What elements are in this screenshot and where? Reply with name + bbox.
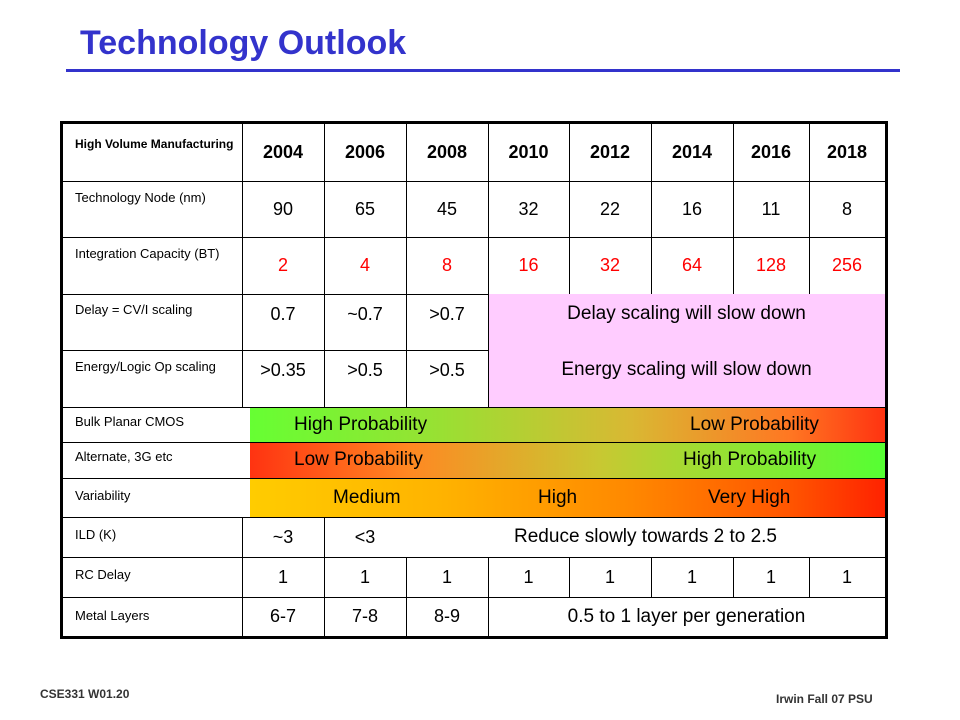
integration-cell: 16 (518, 255, 539, 275)
row-divider (63, 557, 885, 558)
integration-cell: 128 (755, 255, 787, 275)
column-divider (569, 557, 570, 597)
year-cell: 2010 (508, 142, 549, 162)
row-divider (63, 407, 885, 408)
energy-cell: >0.5 (347, 359, 383, 380)
energy-span: Energy scaling will slow down (488, 350, 885, 407)
footer-author: Irwin Fall 07 PSU (776, 692, 873, 706)
year-cell: 2008 (426, 142, 468, 162)
year-cell: 2006 (344, 142, 386, 162)
row-divider (63, 442, 885, 443)
integration-cell: 8 (441, 255, 452, 275)
metal-cell: 7-8 (351, 606, 378, 626)
tech-node-label: Technology Node (nm) (75, 190, 206, 205)
title-underline (66, 69, 900, 72)
tech-node-cell: 16 (681, 198, 703, 219)
year-cell: 2012 (589, 142, 631, 162)
year-cell: 2016 (750, 142, 792, 162)
rc-cell: 1 (441, 566, 452, 587)
rc-cell: 1 (841, 566, 852, 587)
metal-label: Metal Layers (75, 608, 150, 623)
metal-span: 0.5 to 1 layer per generation (567, 605, 806, 627)
header-label: High Volume Manufacturing (75, 137, 234, 151)
alternate-right-text: High Probability (683, 449, 817, 470)
rc-cell: 1 (523, 566, 534, 587)
column-divider (242, 124, 243, 408)
integration-label: Integration Capacity (BT) (75, 246, 220, 261)
integration-cell: 64 (681, 255, 703, 275)
delay-cell: >0.7 (429, 303, 465, 324)
integration-cell: 32 (599, 255, 621, 275)
ild-span: Reduce slowly towards 2 to 2.5 (514, 526, 777, 547)
column-divider (569, 124, 570, 294)
variability-very-high-text: Very High (708, 487, 791, 508)
delay-cell: ~0.7 (347, 303, 383, 324)
integration-cell: 4 (359, 255, 370, 275)
year-cell: 2018 (826, 142, 868, 162)
energy-cell: >0.35 (260, 359, 306, 380)
energy-cell: >0.5 (429, 359, 465, 380)
bulk-right-text: Low Probability (690, 414, 819, 435)
ild-cell: ~3 (272, 526, 294, 547)
ild-label: ILD (K) (75, 527, 117, 542)
metal-cell: 8-9 (433, 606, 460, 626)
tech-node-cell: 22 (599, 198, 621, 219)
tech-node-cell: 90 (272, 198, 294, 219)
alternate-left-text: Low Probability (294, 449, 423, 470)
delay-span: Delay scaling will slow down (488, 294, 885, 350)
bulk-left-text: High Probability (294, 414, 428, 435)
rc-label: RC Delay (75, 567, 131, 582)
row-divider (63, 478, 885, 479)
integration-cell: 2 (277, 255, 288, 275)
delay-cell: 0.7 (270, 303, 296, 324)
row-divider (63, 517, 885, 518)
row-divider (63, 350, 885, 351)
column-divider (406, 124, 407, 408)
rc-cell: 1 (604, 566, 615, 587)
page-title: Technology Outlook (80, 24, 407, 62)
column-divider (809, 557, 810, 597)
row-divider (63, 181, 885, 182)
energy-label: Energy/Logic Op scaling (75, 359, 216, 374)
column-divider (488, 557, 489, 636)
tech-node-cell: 32 (518, 198, 539, 219)
column-divider (733, 557, 734, 597)
delay-label: Delay = CV/I scaling (75, 302, 193, 317)
technology-table: High Volume Manufacturing 2004 2006 2008… (60, 121, 888, 639)
column-divider (242, 517, 243, 636)
year-cell: 2014 (671, 142, 713, 162)
alternate-gradient-bar: Low Probability High Probability (250, 443, 885, 478)
column-divider (406, 557, 407, 636)
variability-gradient-bar: Medium High Very High (250, 479, 885, 517)
column-divider (324, 124, 325, 408)
bulk-label: Bulk Planar CMOS (75, 414, 185, 429)
row-divider (63, 237, 885, 238)
column-divider (733, 124, 734, 294)
rc-cell: 1 (765, 566, 776, 587)
tech-node-cell: 45 (436, 198, 458, 219)
alternate-label: Alternate, 3G etc (75, 449, 173, 464)
column-divider (651, 124, 652, 294)
footer-course: CSE331 W01.20 (40, 687, 130, 701)
variability-medium-text: Medium (333, 487, 401, 508)
tech-node-cell: 8 (841, 198, 852, 219)
bulk-gradient-bar: High Probability Low Probability (250, 408, 885, 442)
metal-cell: 6-7 (269, 606, 296, 626)
ild-cell: <3 (354, 526, 376, 547)
rc-cell: 1 (686, 566, 697, 587)
variability-high-text: High (538, 487, 578, 508)
column-divider (488, 124, 489, 407)
column-divider (651, 557, 652, 597)
year-cell: 2004 (262, 142, 304, 162)
column-divider (809, 124, 810, 294)
row-divider (63, 294, 885, 295)
column-divider (324, 517, 325, 636)
tech-node-cell: 11 (761, 198, 781, 219)
variability-label: Variability (75, 488, 131, 503)
rc-cell: 1 (277, 566, 288, 587)
rc-cell: 1 (359, 566, 370, 587)
integration-cell: 256 (831, 255, 863, 275)
tech-node-cell: 65 (354, 198, 376, 219)
row-divider (63, 597, 885, 598)
